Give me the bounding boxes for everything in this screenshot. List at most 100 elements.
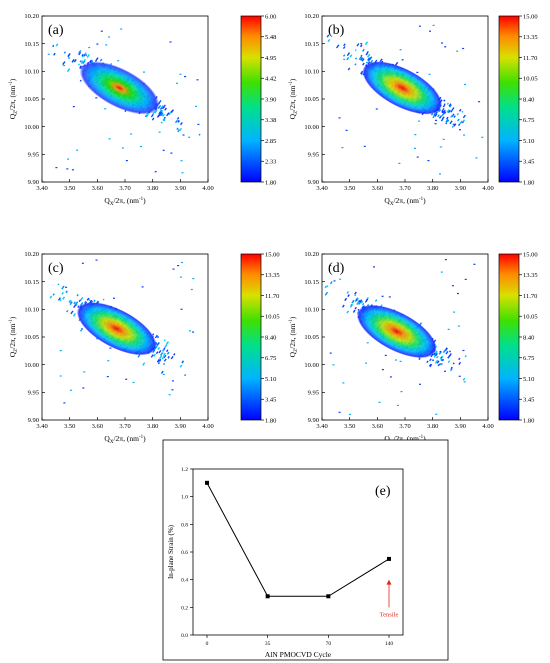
outlier-mark bbox=[109, 347, 112, 349]
speckle-mark bbox=[346, 57, 350, 61]
heatmap-panel-0: 3.40 3.50 3.60 3.70 3.80 3.90 4.00 9.90 9.95 10.0… bbox=[8, 13, 276, 207]
outlier-mark bbox=[401, 59, 404, 61]
outlier-mark bbox=[181, 172, 184, 174]
line-panel: 0.0 0.2 0.4 0.6 0.8 1.0 1.2 0 35 70 140 Tensile (e) A… bbox=[162, 439, 449, 661]
speckle-mark bbox=[458, 361, 462, 366]
speckle-mark bbox=[62, 61, 66, 66]
outlier-mark bbox=[95, 97, 98, 99]
speckle-mark bbox=[362, 62, 365, 66]
outlier-mark bbox=[333, 280, 336, 282]
x-tick-label: 70 bbox=[326, 641, 332, 647]
y-axis-label: In-plane Strain (%) bbox=[167, 524, 175, 579]
speckle-mark bbox=[73, 304, 77, 309]
y-tick-label: 10.20 bbox=[304, 13, 319, 20]
outlier-mark bbox=[197, 123, 200, 125]
speckle-mark bbox=[81, 55, 84, 58]
outlier-mark bbox=[104, 108, 107, 110]
speckle-mark bbox=[162, 352, 166, 357]
colorbar-tick-label: 6.75 bbox=[265, 355, 276, 362]
speckle-mark bbox=[356, 43, 360, 47]
y-tick-label: 10.15 bbox=[24, 279, 39, 286]
outlier-mark bbox=[453, 311, 456, 313]
speckle-mark bbox=[440, 358, 443, 362]
colorbar-tick-label: 10.05 bbox=[265, 314, 280, 321]
colorbar-tick-label: 13.35 bbox=[523, 272, 538, 279]
outlier-mark bbox=[132, 381, 135, 384]
speckle-mark bbox=[347, 294, 350, 298]
outlier-mark bbox=[427, 160, 430, 162]
x-tick-label: 3.60 bbox=[92, 185, 103, 192]
speckle-mark bbox=[65, 290, 68, 294]
outlier-mark bbox=[67, 158, 70, 160]
colorbar-tick-label: 15.00 bbox=[523, 251, 538, 258]
outlier-mark bbox=[80, 330, 82, 332]
speckle-mark bbox=[436, 355, 439, 359]
speckle-mark bbox=[445, 350, 449, 355]
outlier-mark bbox=[457, 325, 460, 327]
speckle-mark bbox=[78, 51, 82, 56]
outlier-mark bbox=[179, 73, 182, 75]
y-tick-label: 9.95 bbox=[28, 390, 39, 397]
speckle-mark bbox=[379, 58, 383, 63]
outlier-mark bbox=[373, 266, 375, 268]
speckle-mark bbox=[434, 113, 438, 117]
y-axis-label: QZ/2π, (nm-1) bbox=[288, 316, 299, 357]
data-point bbox=[265, 594, 270, 599]
speckle-mark bbox=[367, 57, 370, 61]
outlier-mark bbox=[63, 64, 66, 67]
outlier-mark bbox=[55, 167, 58, 169]
colorbar-tick-label: 8.40 bbox=[523, 334, 534, 341]
speckle-mark bbox=[367, 58, 371, 62]
speckle-mark bbox=[329, 281, 333, 285]
speckle-mark bbox=[176, 127, 179, 131]
outlier-mark bbox=[180, 308, 183, 310]
speckle-mark bbox=[69, 301, 73, 306]
speckle-mark bbox=[158, 358, 162, 362]
speckle-mark bbox=[77, 305, 80, 308]
speckle-mark bbox=[438, 350, 442, 355]
colorbar-tick-label: 5.10 bbox=[265, 376, 276, 383]
speckle-mark bbox=[438, 109, 442, 112]
heatmap-panel-3: 3.40 3.50 3.60 3.70 3.80 3.90 4.00 9.90 9.95 10.0… bbox=[288, 251, 538, 445]
y-tick-label: 10.05 bbox=[24, 334, 39, 341]
speckle-mark bbox=[439, 350, 442, 353]
heatmap-panel-2: 3.40 3.50 3.60 3.70 3.80 3.90 4.00 9.90 9.95 10.0… bbox=[8, 251, 280, 445]
speckle-mark bbox=[157, 105, 162, 110]
panel-label: (a) bbox=[48, 23, 64, 38]
speckle-mark bbox=[144, 114, 148, 118]
speckle-mark bbox=[346, 291, 350, 294]
outlier-mark bbox=[329, 352, 332, 354]
intensity-map bbox=[49, 259, 195, 404]
speckle-mark bbox=[429, 363, 433, 368]
outlier-mark bbox=[179, 276, 182, 278]
speckle-mark bbox=[442, 109, 446, 114]
speckle-mark bbox=[154, 334, 158, 339]
y-tick-label: 9.95 bbox=[308, 152, 319, 159]
colorbar-tick-label: 2.85 bbox=[265, 138, 276, 145]
speckle-mark bbox=[73, 301, 77, 305]
speckle-mark bbox=[440, 118, 444, 122]
speckle-mark bbox=[459, 120, 463, 125]
speckle-mark bbox=[150, 354, 154, 358]
outlier-mark bbox=[366, 342, 369, 344]
outlier-mark bbox=[365, 362, 368, 364]
x-tick-label: 3.70 bbox=[399, 185, 410, 192]
outlier-mark bbox=[190, 288, 193, 291]
speckle-mark bbox=[362, 48, 365, 52]
outlier-mark bbox=[416, 71, 419, 73]
outlier-mark bbox=[180, 160, 183, 162]
outlier-mark bbox=[130, 133, 133, 135]
outlier-mark bbox=[463, 381, 466, 383]
speckle-mark bbox=[355, 57, 358, 60]
x-tick-label: 4.00 bbox=[482, 423, 493, 430]
outlier-mark bbox=[125, 160, 128, 162]
outlier-mark bbox=[71, 169, 74, 171]
y-tick-label: 0.0 bbox=[181, 633, 188, 639]
colorbar-tick-label: 6.75 bbox=[523, 355, 534, 362]
outlier-mark bbox=[435, 119, 437, 121]
outlier-mark bbox=[342, 382, 345, 384]
intensity-map bbox=[326, 24, 484, 175]
speckle-mark bbox=[447, 360, 451, 364]
speckle-mark bbox=[177, 119, 180, 123]
colorbar-gradient bbox=[240, 253, 262, 421]
